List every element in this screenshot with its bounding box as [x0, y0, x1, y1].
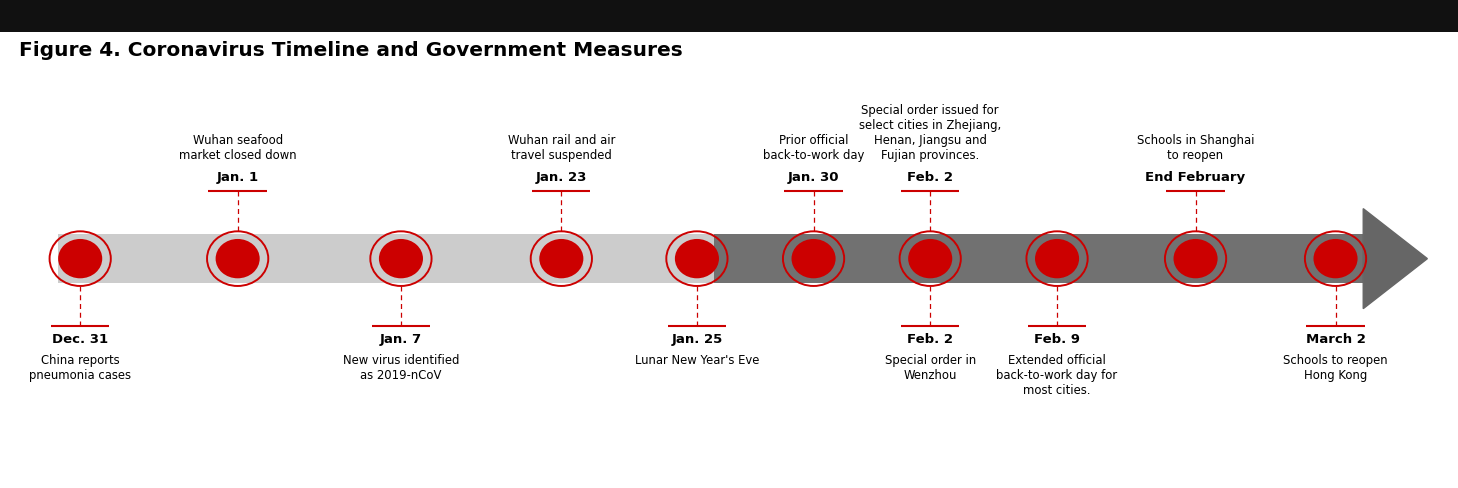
Text: Schools in Shanghai
to reopen: Schools in Shanghai to reopen — [1137, 134, 1254, 162]
Text: Special order in
Wenzhou: Special order in Wenzhou — [885, 354, 975, 382]
Text: End February: End February — [1146, 171, 1245, 184]
Text: Extended official
back-to-work day for
most cities.: Extended official back-to-work day for m… — [996, 354, 1118, 397]
Ellipse shape — [675, 239, 719, 278]
Text: Figure 4. Coronavirus Timeline and Government Measures: Figure 4. Coronavirus Timeline and Gover… — [19, 41, 682, 61]
Ellipse shape — [539, 239, 583, 278]
FancyBboxPatch shape — [0, 0, 1458, 32]
Ellipse shape — [908, 239, 952, 278]
Ellipse shape — [379, 239, 423, 278]
Ellipse shape — [216, 239, 260, 278]
Text: Lunar New Year's Eve: Lunar New Year's Eve — [634, 354, 760, 367]
Text: Feb. 2: Feb. 2 — [907, 171, 954, 184]
Text: Special order issued for
select cities in Zhejiang,
Henan, Jiangsu and
Fujian pr: Special order issued for select cities i… — [859, 104, 1002, 162]
FancyArrow shape — [1363, 209, 1427, 308]
Text: Feb. 9: Feb. 9 — [1034, 333, 1080, 346]
Text: Wuhan seafood
market closed down: Wuhan seafood market closed down — [179, 134, 296, 162]
Text: March 2: March 2 — [1305, 333, 1366, 346]
Text: Feb. 2: Feb. 2 — [907, 333, 954, 346]
Ellipse shape — [1174, 239, 1217, 278]
Ellipse shape — [1314, 239, 1357, 278]
Text: Jan. 23: Jan. 23 — [535, 171, 588, 184]
Ellipse shape — [58, 239, 102, 278]
Text: Jan. 25: Jan. 25 — [671, 333, 723, 346]
Text: Wuhan rail and air
travel suspended: Wuhan rail and air travel suspended — [507, 134, 615, 162]
Text: Jan. 1: Jan. 1 — [217, 171, 258, 184]
Text: Dec. 31: Dec. 31 — [52, 333, 108, 346]
Text: Jan. 7: Jan. 7 — [381, 333, 421, 346]
Text: Prior official
back-to-work day: Prior official back-to-work day — [763, 134, 865, 162]
Text: Schools to reopen
Hong Kong: Schools to reopen Hong Kong — [1283, 354, 1388, 382]
Ellipse shape — [1035, 239, 1079, 278]
Text: China reports
pneumonia cases: China reports pneumonia cases — [29, 354, 131, 382]
Ellipse shape — [792, 239, 835, 278]
FancyBboxPatch shape — [714, 234, 1363, 283]
Text: New virus identified
as 2019-nCoV: New virus identified as 2019-nCoV — [343, 354, 459, 382]
FancyBboxPatch shape — [58, 234, 714, 283]
Text: Jan. 30: Jan. 30 — [787, 171, 840, 184]
